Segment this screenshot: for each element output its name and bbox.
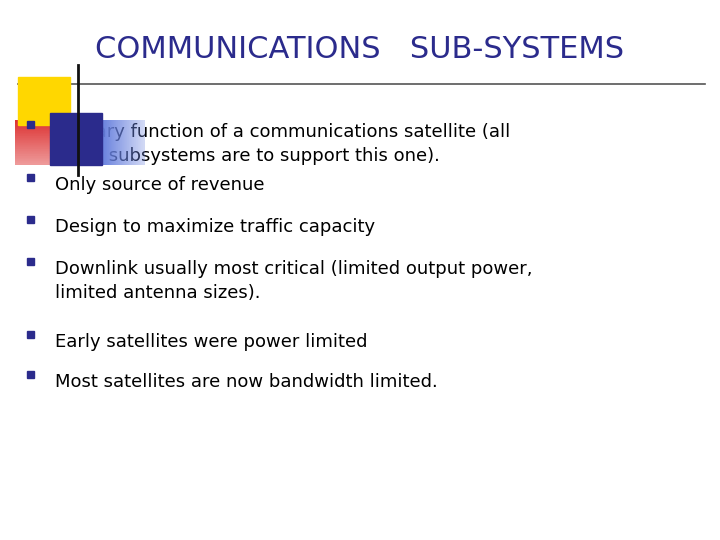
Bar bbox=[27, 331, 34, 338]
Text: Primary function of a communications satellite (all
other subsystems are to supp: Primary function of a communications sat… bbox=[55, 123, 510, 165]
Bar bbox=[27, 258, 34, 265]
Text: COMMUNICATIONS   SUB-SYSTEMS: COMMUNICATIONS SUB-SYSTEMS bbox=[95, 36, 624, 64]
Text: Early satellites were power limited: Early satellites were power limited bbox=[55, 333, 367, 351]
Text: Most satellites are now bandwidth limited.: Most satellites are now bandwidth limite… bbox=[55, 373, 438, 391]
Bar bbox=[27, 174, 34, 181]
Bar bbox=[27, 371, 34, 378]
Bar bbox=[27, 121, 34, 128]
Bar bbox=[18, 77, 70, 125]
Bar bbox=[27, 216, 34, 223]
Text: Design to maximize traffic capacity: Design to maximize traffic capacity bbox=[55, 218, 375, 236]
Text: Downlink usually most critical (limited output power,
limited antenna sizes).: Downlink usually most critical (limited … bbox=[55, 260, 533, 302]
Text: Only source of revenue: Only source of revenue bbox=[55, 176, 264, 194]
Bar bbox=[50, 113, 102, 165]
